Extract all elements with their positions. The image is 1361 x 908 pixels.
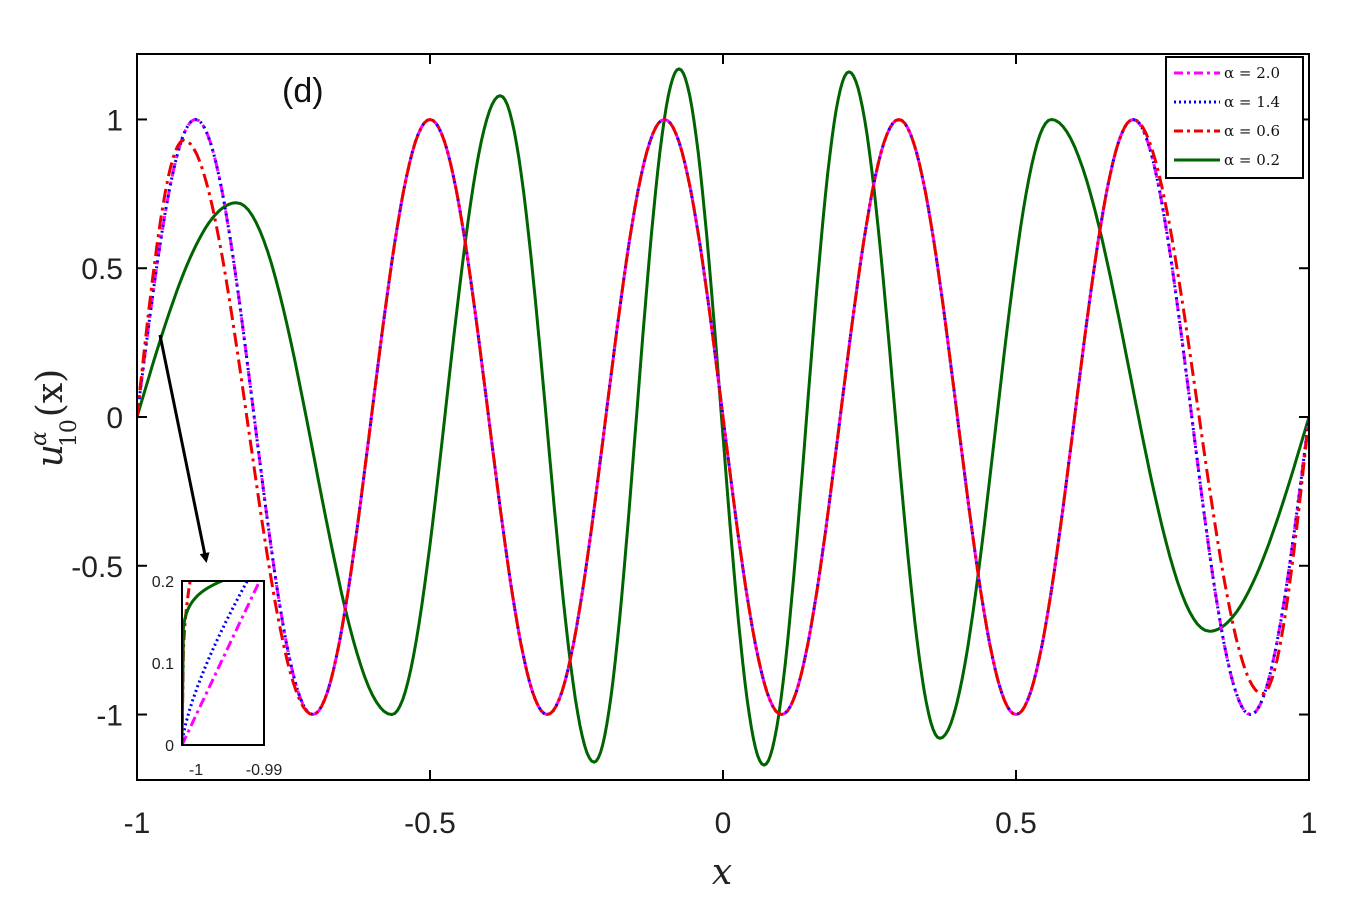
- y-tick-label: 0: [106, 402, 123, 435]
- inset-series-line-alpha-14: [182, 581, 249, 745]
- series-layer: [137, 67, 1309, 767]
- y-axis-label: uα 10(x): [27, 369, 82, 467]
- x-tick-label: 1: [1301, 807, 1318, 840]
- x-axis-label: x: [712, 852, 732, 893]
- legend: α = 2.0 α = 1.4 α = 0.6 α = 0.2: [1165, 56, 1304, 179]
- x-tick-label: -1: [124, 807, 151, 840]
- inset-tick-layer: 0.2 0.1 0 -1 -0.99: [152, 574, 283, 779]
- tick-layer: -1 -0.5 0 0.5 1 1 0.5 0 -0.5 -1: [71, 54, 1317, 840]
- x-tick-label: 0: [715, 807, 732, 840]
- legend-entries: α = 2.0 α = 1.4 α = 0.6 α = 0.2: [1174, 64, 1280, 169]
- inset-x-tick-label: -1: [189, 762, 203, 779]
- legend-label-alpha-06: α = 0.6: [1224, 122, 1280, 140]
- y-tick-label: 1: [106, 104, 123, 137]
- legend-box: [1165, 56, 1304, 179]
- inset-pointer-arrow: [158, 334, 210, 563]
- x-tick-label: -0.5: [404, 807, 456, 840]
- inset-y-tick-label: 0: [165, 738, 174, 755]
- inset-y-tick-label: 0.2: [152, 574, 174, 591]
- inset-series-layer: [182, 581, 262, 745]
- legend-label-alpha-02: α = 0.2: [1224, 151, 1280, 169]
- x-tick-label: 0.5: [995, 807, 1037, 840]
- inset-x-tick-label: -0.99: [246, 762, 283, 779]
- inset-frame: [181, 580, 265, 746]
- inset-series-line-alpha-02: [182, 581, 226, 745]
- y-tick-label: -1: [96, 700, 123, 733]
- inset: 0.2 0.1 0 -1 -0.99: [152, 574, 283, 779]
- panel-label: (d): [282, 72, 324, 110]
- legend-label-alpha-14: α = 1.4: [1224, 93, 1280, 111]
- y-tick-label: 0.5: [81, 253, 123, 286]
- series-line-alpha-20: [137, 118, 1309, 716]
- series-line-alpha-06: [137, 118, 1309, 716]
- legend-label-alpha-20: α = 2.0: [1224, 64, 1280, 82]
- y-tick-label: -0.5: [71, 551, 123, 584]
- inset-y-tick-label: 0.1: [152, 656, 174, 673]
